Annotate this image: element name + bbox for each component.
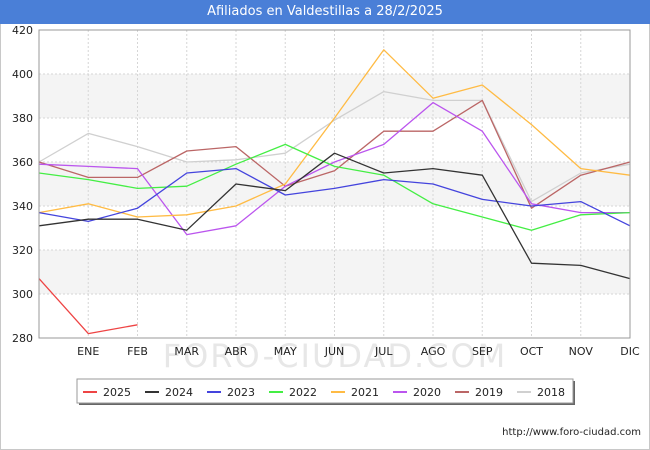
- legend-box: [76, 378, 574, 404]
- x-tick-label: MAR: [174, 345, 199, 358]
- x-tick-label: NOV: [569, 345, 594, 358]
- x-tick-label: SEP: [472, 345, 493, 358]
- legend-label-2025: 2025: [103, 386, 131, 399]
- x-tick-label: AGO: [421, 345, 446, 358]
- series-line-2025: [38, 278, 138, 335]
- y-tick-label: 340: [12, 200, 33, 213]
- legend-label-2021: 2021: [351, 386, 379, 399]
- series-line-2020: [38, 101, 630, 236]
- series-line-2018: [38, 90, 631, 203]
- series-line-2024: [38, 152, 631, 280]
- plot-border: [38, 29, 631, 339]
- y-tick-label: 300: [12, 288, 33, 301]
- series-line-2023: [38, 167, 631, 227]
- y-tick-label: 360: [12, 156, 33, 169]
- y-tick-label: 280: [12, 332, 33, 345]
- x-tick-label: DIC: [620, 345, 640, 358]
- x-tick-label: ENE: [77, 345, 99, 358]
- footer-url: http://www.foro-ciudad.com: [502, 427, 641, 438]
- y-tick-label: 420: [12, 24, 33, 37]
- watermark: FORO-CIUDAD.COM: [163, 337, 508, 375]
- legend-label-2020: 2020: [413, 386, 441, 399]
- y-tick-label: 320: [12, 244, 33, 257]
- chart-title: Afiliados en Valdestillas a 28/2/2025: [0, 0, 650, 24]
- legend-label-2018: 2018: [537, 386, 565, 399]
- x-tick-label: MAY: [274, 345, 297, 358]
- series-line-2022: [38, 143, 631, 231]
- x-tick-label: OCT: [520, 345, 543, 358]
- series-line-2021: [38, 49, 631, 218]
- legend-label-2022: 2022: [289, 386, 317, 399]
- series-line-2019: [38, 99, 631, 209]
- x-tick-label: JUL: [374, 345, 393, 358]
- x-tick-label: JUN: [324, 345, 345, 358]
- y-tick-label: 380: [12, 112, 33, 125]
- legend-label-2023: 2023: [227, 386, 255, 399]
- y-tick-label: 400: [12, 68, 33, 81]
- x-tick-label: ABR: [225, 345, 248, 358]
- legend-label-2024: 2024: [165, 386, 193, 399]
- x-tick-label: FEB: [127, 345, 148, 358]
- legend-label-2019: 2019: [475, 386, 503, 399]
